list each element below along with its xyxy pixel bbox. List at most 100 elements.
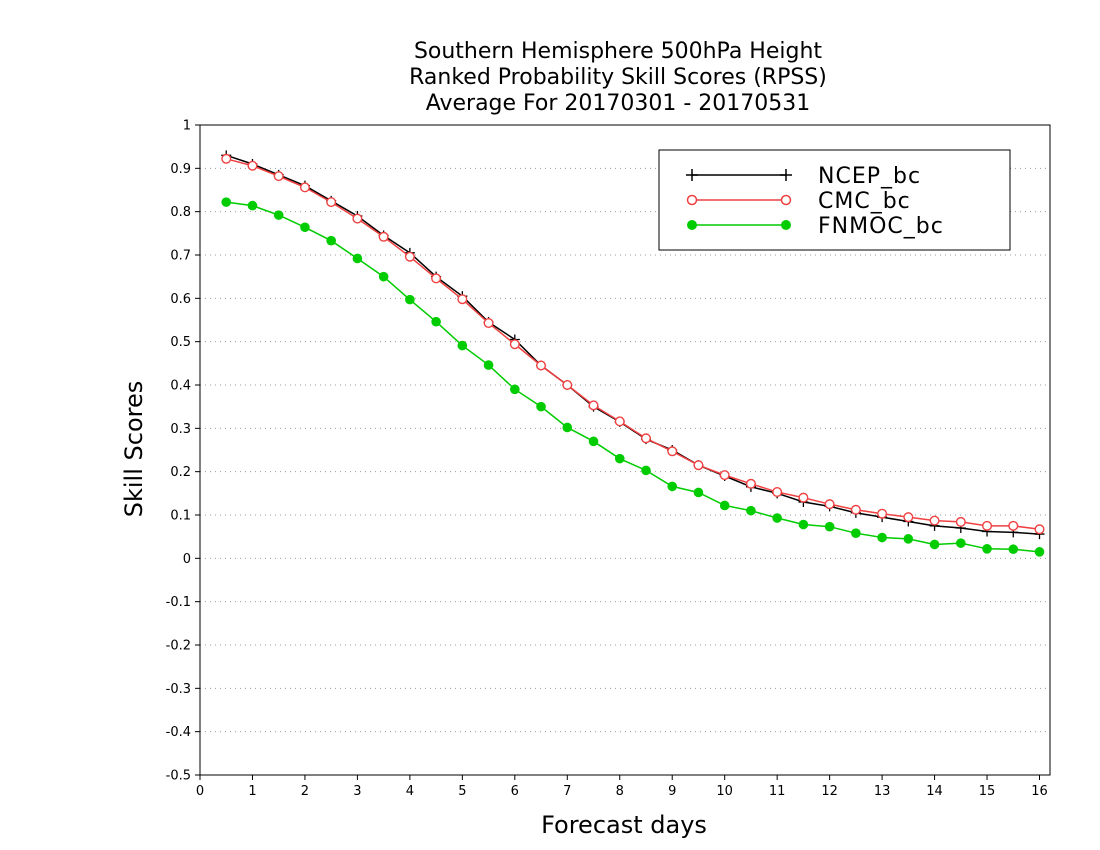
series-fnmoc-bc (221, 197, 1045, 557)
y-tick-label-0: -0.5 (166, 769, 191, 784)
data-point-2-0 (221, 197, 232, 207)
legend-item-cmc: CMC_bc (686, 189, 911, 214)
data-point-2-2 (273, 210, 284, 220)
data-point-1-20 (745, 478, 756, 489)
x-tick-label-10: 10 (716, 784, 733, 799)
data-point-2-21 (772, 513, 782, 523)
data-point-2-11 (510, 384, 520, 395)
legend-item-ncep: NCEP_bc (686, 164, 920, 189)
data-point-2-4 (326, 235, 336, 246)
legend-marker-fnmoc-end (781, 220, 791, 230)
data-point-1-26 (903, 512, 914, 523)
data-point-2-29 (982, 544, 992, 554)
x-tick-label-6: 6 (511, 784, 519, 799)
data-point-1-8 (431, 273, 442, 284)
plot-frame (199, 124, 1051, 776)
x-tick-label-14: 14 (926, 784, 943, 799)
data-point-2-23 (824, 521, 835, 532)
y-tick-label-10: 0.5 (170, 335, 191, 350)
legend-label-cmc: CMC_bc (818, 189, 911, 214)
y-tick-label-1: -0.4 (166, 725, 191, 740)
data-point-2-10 (483, 360, 494, 370)
data-point-2-16 (641, 465, 651, 476)
data-point-2-31 (1034, 547, 1045, 557)
data-point-1-13 (562, 380, 573, 391)
data-point-1-14 (588, 400, 599, 411)
grid-lines (200, 167, 1050, 733)
data-point-2-28 (956, 538, 966, 548)
data-point-2-13 (562, 422, 573, 433)
x-tick-label-1: 1 (248, 784, 256, 799)
data-point-1-30 (1008, 520, 1019, 531)
x-tick-label-12: 12 (821, 784, 838, 799)
data-point-1-6 (378, 231, 389, 242)
y-tick-label-6: 0.1 (170, 509, 191, 524)
data-point-2-19 (719, 500, 730, 511)
chart-title-line-3: Average For 20170301 - 20170531 (426, 91, 811, 116)
data-point-1-27 (929, 515, 940, 526)
axis-ticks: -0.5 -0.4 -0.3 -0.2 -0.1 0 0.1 0.2 0.3 0.4 0.5 0.6 0… (166, 119, 1048, 800)
chart-title: Southern Hemisphere 500hPa Height Ranked… (409, 39, 827, 116)
y-tick-label-5: 0 (183, 552, 191, 567)
series-line-2 (226, 201, 1040, 553)
data-point-2-14 (588, 436, 599, 447)
x-tick-label-7: 7 (563, 784, 571, 799)
x-tick-label-0: 0 (196, 784, 204, 799)
data-point-2-3 (300, 222, 310, 233)
y-tick-label-15: 1 (183, 119, 191, 134)
series-layer (221, 150, 1045, 557)
legend-label-fnmoc: FNMOC_bc (818, 214, 944, 239)
y-axis-label: Skill Scores (120, 381, 148, 518)
y-tick-label-3: -0.2 (166, 639, 191, 654)
x-tick-label-13: 13 (874, 784, 891, 799)
x-tick-label-5: 5 (458, 784, 466, 799)
x-tick-label-11: 11 (769, 784, 786, 799)
plot-axes (199, 124, 1051, 776)
y-tick-label-9: 0.4 (170, 379, 191, 394)
y-tick-label-13: 0.8 (170, 205, 191, 220)
data-point-1-19 (719, 470, 730, 481)
data-point-1-9 (457, 294, 468, 305)
y-tick-label-12: 0.7 (170, 249, 191, 264)
chart-title-line-1: Southern Hemisphere 500hPa Height (414, 39, 822, 64)
data-point-2-8 (431, 316, 441, 327)
data-point-1-3 (299, 182, 310, 193)
data-point-2-18 (693, 487, 704, 498)
x-tick-label-4: 4 (406, 784, 414, 799)
data-point-1-21 (772, 487, 783, 498)
data-point-2-25 (877, 532, 887, 543)
y-tick-label-7: 0.2 (170, 465, 191, 480)
data-point-2-15 (614, 453, 625, 464)
y-tick-label-14: 0.9 (170, 162, 191, 177)
data-point-1-28 (955, 516, 966, 527)
x-tick-label-9: 9 (668, 784, 676, 799)
legend-marker-cmc-end (780, 194, 792, 206)
data-point-2-7 (405, 294, 415, 305)
data-point-1-24 (850, 504, 861, 515)
legend-marker-cmc-start (686, 194, 698, 206)
data-point-1-2 (273, 171, 284, 182)
legend: NCEP_bc CMC_bc FNMOC_bc (658, 149, 1011, 251)
data-point-1-15 (614, 416, 625, 427)
data-point-1-31 (1034, 524, 1045, 535)
x-tick-label-15: 15 (979, 784, 996, 799)
series-cmc-bc (221, 153, 1045, 535)
y-tick-label-8: 0.3 (170, 422, 191, 437)
chart-title-line-2: Ranked Probability Skill Scores (RPSS) (409, 65, 827, 90)
data-point-1-7 (404, 251, 415, 262)
data-point-2-17 (667, 481, 678, 492)
data-point-1-1 (247, 160, 258, 171)
data-point-2-30 (1008, 544, 1019, 555)
data-point-2-22 (798, 519, 809, 530)
data-point-2-24 (851, 528, 861, 538)
legend-marker-ncep-end (780, 169, 792, 181)
x-tick-label-3: 3 (353, 784, 361, 799)
data-point-1-18 (693, 460, 704, 471)
data-point-2-1 (247, 200, 258, 211)
data-point-1-23 (824, 499, 835, 510)
y-tick-label-11: 0.6 (170, 292, 191, 307)
legend-marker-fnmoc-start (687, 220, 697, 230)
data-point-2-5 (352, 253, 363, 264)
x-tick-label-16: 16 (1031, 784, 1048, 799)
x-tick-label-8: 8 (616, 784, 624, 799)
